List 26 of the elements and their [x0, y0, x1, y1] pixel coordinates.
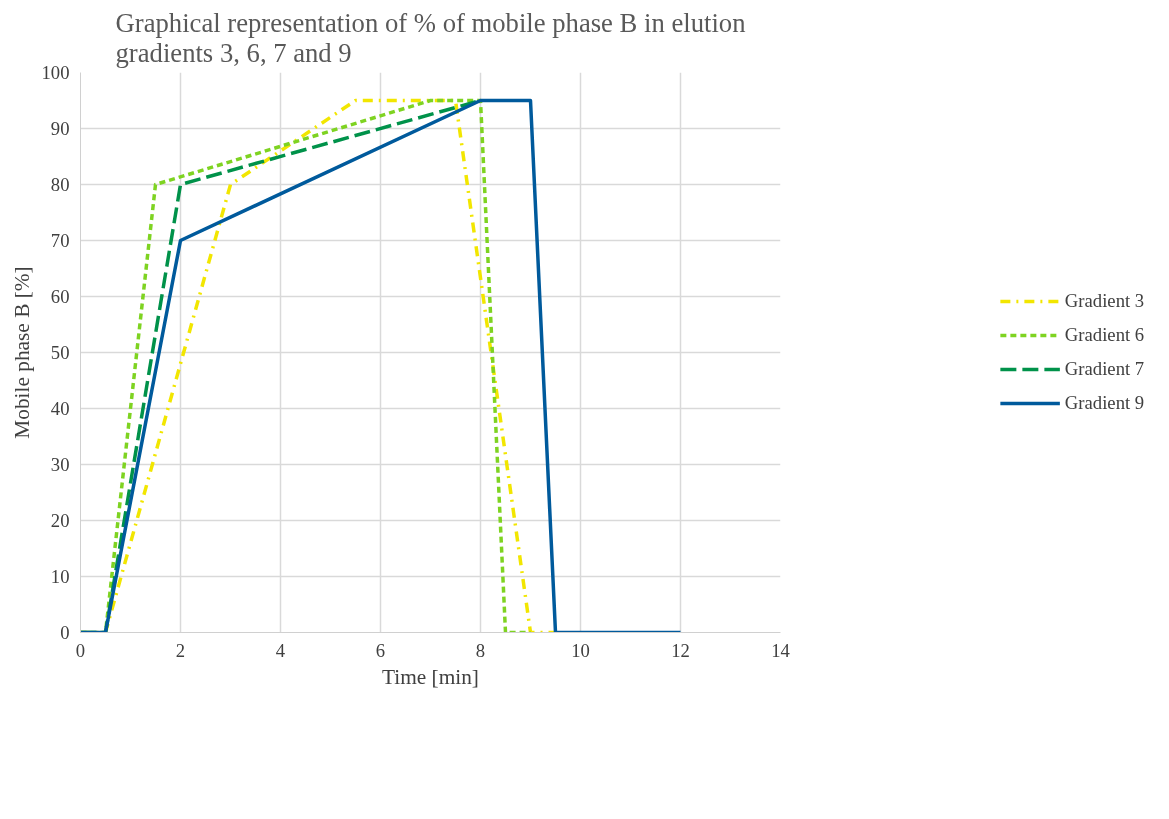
x-tick-label: 2 [175, 639, 186, 661]
legend-label: Gradient 3 [1064, 290, 1145, 312]
legend-label: Gradient 9 [1064, 392, 1145, 414]
legend-label: Gradient 6 [1064, 324, 1145, 346]
y-axis-title: Mobile phase B [%] [9, 266, 34, 439]
y-tick-label: 20 [50, 510, 70, 531]
y-tick-label: 70 [50, 230, 70, 251]
x-tick-label: 6 [375, 639, 386, 661]
x-tick-label: 4 [275, 639, 286, 661]
legend-label: Gradient 7 [1064, 358, 1145, 380]
y-tick-label: 80 [50, 174, 70, 195]
x-axis-title: Time [min] [382, 664, 479, 689]
x-tick-label: 8 [475, 639, 486, 661]
y-tick-label: 60 [50, 286, 70, 307]
x-tick-label: 0 [75, 639, 86, 661]
x-tick-label: 12 [671, 639, 690, 661]
y-tick-label: 30 [50, 454, 70, 475]
y-tick-label: 100 [41, 62, 70, 83]
y-tick-label: 0 [60, 622, 70, 643]
y-tick-label: 90 [50, 118, 70, 139]
x-tick-label: 10 [571, 639, 590, 661]
y-tick-label: 40 [50, 398, 70, 419]
x-tick-label: 14 [771, 639, 791, 661]
y-tick-label: 50 [50, 342, 70, 363]
chart-title: Graphical representation of % of mobile phase B in elution gradients 3, 6, 7 and 9 [115, 7, 746, 68]
y-tick-label: 10 [50, 566, 70, 587]
